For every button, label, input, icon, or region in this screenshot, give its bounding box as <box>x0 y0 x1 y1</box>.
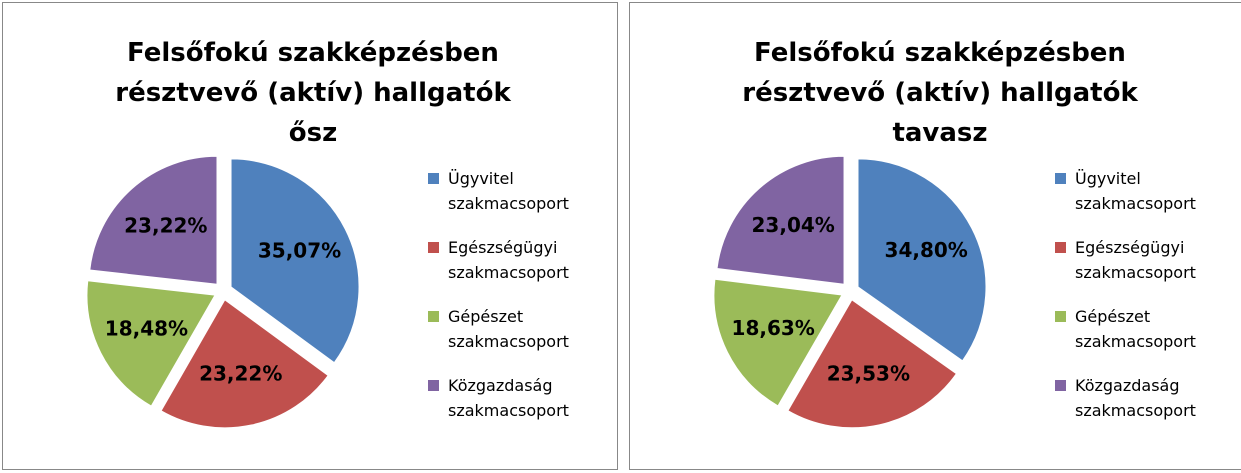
legend-label: Közgazdaság szakmacsoport <box>1075 376 1196 420</box>
legend-label: Közgazdaság szakmacsoport <box>448 376 569 420</box>
chart-panel: Felsőfokú szakképzésben résztvevő (aktív… <box>2 2 618 470</box>
data-label: 23,22% <box>124 214 207 238</box>
legend-item: Ügyvitel szakmacsoport <box>428 166 618 216</box>
legend-swatch <box>1055 173 1066 184</box>
pie: 34,80% 23,53% 18,63% 23,04% <box>713 155 987 429</box>
chart-title: Felsőfokú szakképzésben résztvevő (aktív… <box>742 38 1138 148</box>
pie-slice <box>89 155 218 285</box>
legend-item: Egészségügyi szakmacsoport <box>1055 235 1241 285</box>
legend-swatch <box>428 380 439 391</box>
legend-swatch <box>428 173 439 184</box>
legend-swatch <box>1055 380 1066 391</box>
legend-label: Egészségügyi szakmacsoport <box>1075 238 1196 282</box>
data-label: 35,07% <box>258 239 341 263</box>
data-label: 23,53% <box>827 361 910 385</box>
legend-label: Gépészet szakmacsoport <box>1075 307 1196 351</box>
chart-panel: Felsőfokú szakképzésben résztvevő (aktív… <box>629 2 1241 470</box>
legend-swatch <box>1055 311 1066 322</box>
legend-item: Közgazdaság szakmacsoport <box>1055 373 1241 423</box>
legend-item: Ügyvitel szakmacsoport <box>1055 166 1241 216</box>
pie-slice <box>716 155 845 285</box>
pie-slice <box>787 299 958 429</box>
data-label: 23,04% <box>752 213 835 237</box>
legend-item: Gépészet szakmacsoport <box>428 304 618 354</box>
pie-slice <box>857 158 987 362</box>
legend-label: Ügyvitel szakmacsoport <box>1075 169 1196 213</box>
chart-title: Felsőfokú szakképzésben résztvevő (aktív… <box>115 38 511 148</box>
legend-label: Gépészet szakmacsoport <box>448 307 569 351</box>
data-label: 23,22% <box>199 361 282 385</box>
legend-swatch <box>428 242 439 253</box>
legend-item: Közgazdaság szakmacsoport <box>428 373 618 423</box>
legend-swatch <box>1055 242 1066 253</box>
data-label: 34,80% <box>885 238 968 262</box>
pie-slice <box>86 280 216 407</box>
pie-slice <box>160 299 329 429</box>
legend-item: Gépészet szakmacsoport <box>1055 304 1241 354</box>
legend-swatch <box>428 311 439 322</box>
pie-slice <box>230 158 360 364</box>
legend-label: Ügyvitel szakmacsoport <box>448 169 569 213</box>
pie-slice <box>713 278 843 407</box>
legend-item: Egészségügyi szakmacsoport <box>428 235 618 285</box>
data-label: 18,63% <box>732 316 815 340</box>
pie: 35,07% 23,22% 18,48% 23,22% <box>86 155 360 429</box>
data-label: 18,48% <box>105 316 188 340</box>
legend-label: Egészségügyi szakmacsoport <box>448 238 569 282</box>
